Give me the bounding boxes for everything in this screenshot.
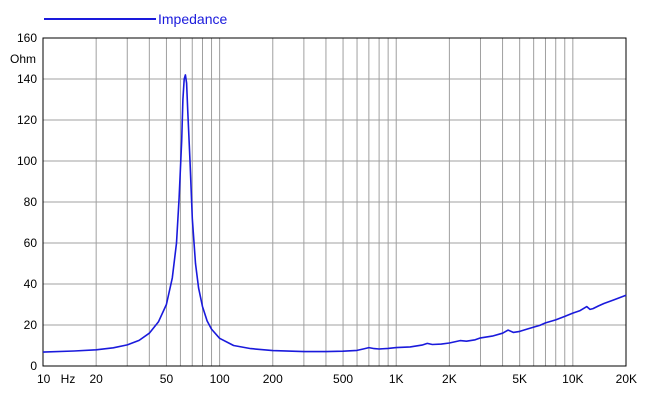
x-axis-tick-labels: 10 20 50 100 200 500 1K 2K 5K 10K 20K — [37, 372, 637, 386]
y-tick-label: 120 — [17, 113, 37, 127]
x-tick-label: 200 — [263, 372, 283, 386]
x-tick-label: 1K — [389, 372, 404, 386]
x-tick-label: 10 — [37, 372, 51, 386]
x-axis-unit-label: Hz — [61, 372, 76, 386]
x-tick-label: 100 — [210, 372, 230, 386]
y-tick-label: 40 — [24, 277, 38, 291]
x-tick-label: 2K — [442, 372, 457, 386]
legend: Impedance — [44, 11, 227, 27]
x-tick-label: 50 — [160, 372, 174, 386]
y-tick-label: 20 — [24, 318, 38, 332]
legend-label-impedance: Impedance — [158, 11, 227, 27]
y-tick-label: 140 — [17, 72, 37, 86]
y-tick-label: 0 — [30, 359, 37, 373]
y-axis-label: Ohm — [10, 52, 36, 66]
x-tick-label: 10K — [562, 372, 583, 386]
x-tick-label: 500 — [333, 372, 353, 386]
y-tick-label: 80 — [24, 195, 38, 209]
y-tick-label: 100 — [17, 154, 37, 168]
plot-frame — [42, 37, 627, 367]
series-line-impedance — [42, 74, 627, 353]
y-axis-tick-labels: 0 20 40 60 80 100 120 140 160 — [17, 31, 37, 373]
y-tick-label: 60 — [24, 236, 38, 250]
grid — [43, 38, 626, 366]
y-tick-label: 160 — [17, 31, 37, 45]
x-tick-label: 20 — [89, 372, 103, 386]
x-tick-label: 5K — [512, 372, 527, 386]
x-tick-label: 20K — [616, 372, 637, 386]
series-layer — [42, 74, 627, 353]
